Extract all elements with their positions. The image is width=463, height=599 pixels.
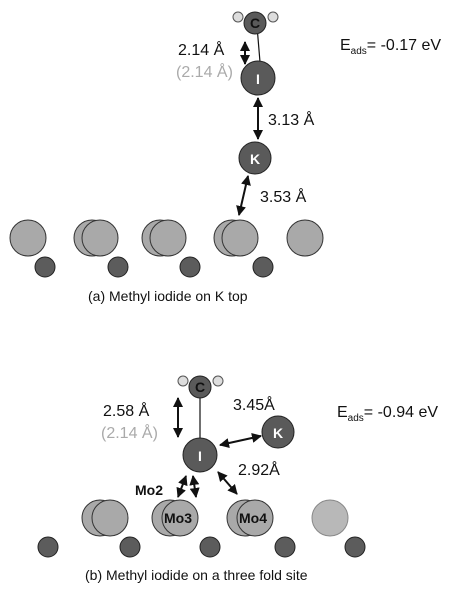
carbon-atom bbox=[243, 11, 267, 35]
hydrogen bbox=[212, 375, 224, 387]
energy-value: = -0.17 eV bbox=[367, 37, 442, 54]
atom-label: C bbox=[250, 15, 260, 31]
reference-distance: (2.14 Å) bbox=[101, 423, 158, 442]
hydrogen bbox=[267, 11, 279, 23]
distance-label: 3.53 Å bbox=[260, 187, 307, 206]
hydrogen bbox=[177, 375, 189, 387]
carbon-atom bbox=[188, 375, 212, 399]
potassium-atom bbox=[238, 141, 272, 175]
caption: (a) Methyl iodide on K top bbox=[88, 288, 248, 304]
energy-label: Eads= -0.94 eV bbox=[337, 404, 438, 424]
energy-label: Eads= -0.17 eV bbox=[340, 37, 441, 57]
energy-symbol: E bbox=[340, 37, 351, 54]
distance-label: 2.14 Å bbox=[178, 40, 225, 59]
distance-arrow bbox=[217, 471, 238, 495]
distance-label: 3.45Å bbox=[233, 395, 275, 414]
distance-label: 3.13 Å bbox=[268, 110, 315, 129]
panel-b: C I 2.58 Å (2.14 Å) K 3.45Å 2.92Å Eads= … bbox=[37, 375, 438, 583]
atom-label: K bbox=[250, 151, 260, 167]
energy-subscript: ads bbox=[351, 46, 367, 57]
distance-arrow bbox=[176, 475, 188, 498]
atom-label: K bbox=[273, 425, 283, 441]
distance-label: 2.58 Å bbox=[103, 401, 150, 420]
surface bbox=[37, 499, 366, 558]
iodine-atom bbox=[182, 437, 218, 473]
energy-value: = -0.94 eV bbox=[364, 404, 439, 421]
atom-label: Mo3 bbox=[164, 510, 192, 526]
energy-symbol: E bbox=[337, 404, 348, 421]
surface bbox=[9, 219, 324, 278]
iodine-atom bbox=[240, 60, 276, 96]
distance-arrow bbox=[236, 175, 251, 216]
potassium-atom bbox=[261, 415, 295, 449]
panel-a: C I 2.14 Å (2.14 Å) 3.13 Å K 3.53 Å Eads… bbox=[9, 11, 441, 304]
energy-subscript: ads bbox=[348, 413, 364, 424]
reference-distance: (2.14 Å) bbox=[176, 62, 233, 81]
atom-label: Mo2 bbox=[135, 482, 163, 498]
atom-label: C bbox=[195, 379, 205, 395]
distance-label: 2.92Å bbox=[238, 460, 280, 479]
atom-label: I bbox=[198, 448, 202, 464]
atom-label: Mo4 bbox=[239, 510, 267, 526]
distance-arrow bbox=[189, 475, 200, 498]
distance-arrow bbox=[219, 433, 262, 448]
atom-label: I bbox=[256, 71, 260, 87]
caption: (b) Methyl iodide on a three fold site bbox=[85, 567, 308, 583]
hydrogen bbox=[232, 11, 244, 23]
